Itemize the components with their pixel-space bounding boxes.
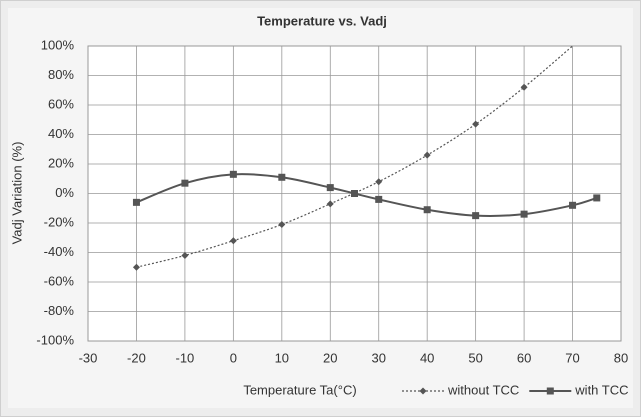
y-tick-label: 80% <box>48 67 74 82</box>
data-point <box>423 206 431 214</box>
y-tick-label: -80% <box>44 303 75 318</box>
data-point <box>278 220 286 228</box>
data-point <box>351 190 358 197</box>
y-tick-label: 100% <box>41 37 75 52</box>
data-point <box>181 251 189 259</box>
y-tick-label: 40% <box>48 126 74 141</box>
y-tick-label: 20% <box>48 155 74 170</box>
data-point <box>229 237 237 245</box>
data-point <box>472 120 480 128</box>
x-tick-label: 0 <box>230 350 237 365</box>
x-tick-label: 60 <box>517 350 531 365</box>
x-tick-label: -20 <box>127 350 146 365</box>
data-point <box>229 170 237 178</box>
data-point <box>181 179 189 187</box>
y-tick-label: -100% <box>36 332 74 347</box>
y-axis-label: Vadj Variation (%) <box>9 142 24 245</box>
x-tick-label: 10 <box>275 350 289 365</box>
series-line <box>136 45 573 268</box>
data-point <box>132 198 140 206</box>
x-tick-label: -30 <box>79 350 98 365</box>
x-tick-label: 70 <box>565 350 579 365</box>
x-tick-label: 80 <box>614 350 628 365</box>
data-point <box>569 201 577 209</box>
y-tick-label: -60% <box>44 273 75 288</box>
data-point <box>375 178 383 186</box>
data-point <box>132 263 140 271</box>
data-point <box>520 210 528 218</box>
y-tick-label: 60% <box>48 96 74 111</box>
legend-marker <box>419 387 427 395</box>
data-point <box>593 194 601 202</box>
data-point <box>326 184 334 192</box>
legend-label: without TCC <box>447 382 519 397</box>
data-point <box>326 200 334 208</box>
x-tick-label: -10 <box>176 350 195 365</box>
legend-label: with TCC <box>574 382 628 397</box>
y-tick-label: -20% <box>44 214 75 229</box>
chart-title: Temperature vs. Vadj <box>257 13 387 28</box>
x-tick-label: 20 <box>323 350 337 365</box>
x-tick-label: 30 <box>371 350 385 365</box>
x-tick-label: 40 <box>420 350 434 365</box>
data-point <box>520 83 528 91</box>
y-tick-label: 0% <box>55 185 74 200</box>
x-axis-label: Temperature Ta(°C) <box>243 382 356 397</box>
data-point <box>423 151 431 159</box>
data-point <box>375 195 383 203</box>
data-point <box>472 212 480 220</box>
data-point <box>278 173 286 181</box>
x-tick-label: 50 <box>468 350 482 365</box>
legend-marker <box>546 387 554 395</box>
series-line <box>136 173 598 217</box>
y-tick-label: -40% <box>44 244 75 259</box>
